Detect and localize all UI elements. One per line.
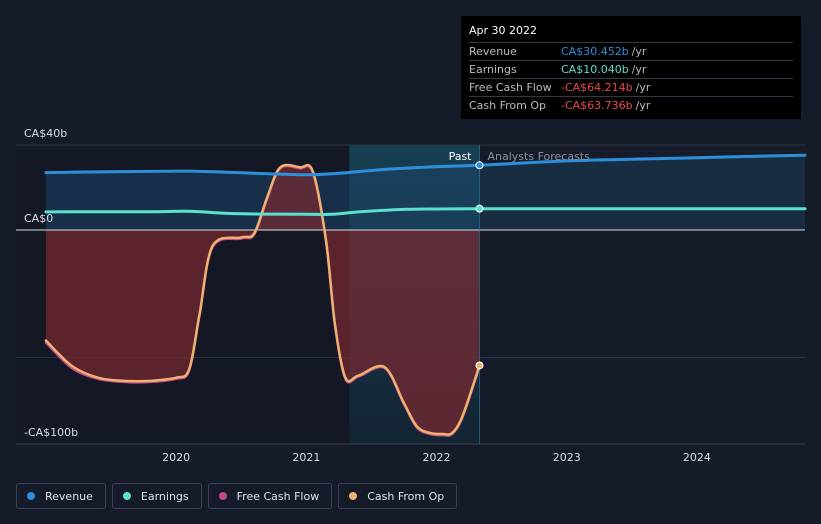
legend-label: Cash From Op (367, 489, 445, 503)
legend-label: Free Cash Flow (236, 489, 320, 503)
legend-label: Earnings (140, 489, 189, 503)
tooltip-unit: /yr (631, 63, 647, 76)
x-tick-label: 2020 (162, 451, 190, 464)
tooltip-panel: Apr 30 2022 Revenue CA$30.452b /yr Earni… (461, 16, 801, 119)
past-label: Past (449, 150, 473, 163)
legend-item-revenue[interactable]: Revenue (16, 483, 106, 509)
legend-label: Revenue (45, 489, 93, 503)
tooltip-unit: /yr (631, 45, 647, 58)
legend-dot-icon (349, 492, 358, 500)
y-tick-label: CA$0 (24, 212, 53, 225)
legend-item-free-cash-flow[interactable]: Free Cash Flow (207, 483, 333, 509)
legend-item-earnings[interactable]: Earnings (111, 483, 202, 509)
y-tick-label: -CA$100b (24, 426, 78, 439)
tooltip-row-earnings: Earnings CA$10.040b /yr (469, 60, 793, 78)
x-tick-label: 2021 (292, 451, 320, 464)
x-tick-label: 2023 (553, 451, 581, 464)
revenue-area (45, 165, 480, 230)
tooltip-unit: /yr (635, 99, 651, 112)
cash-from-op-line (44, 163, 481, 436)
earnings-line (44, 207, 481, 216)
legend-item-cash-from-op[interactable]: Cash From Op (338, 483, 458, 509)
cash-from-op-marker (475, 361, 484, 370)
tooltip-value: CA$30.452b (561, 45, 629, 58)
x-tick-label: 2022 (423, 451, 451, 464)
revenue-forecast-area (479, 155, 805, 230)
tooltip-label: Cash From Op (469, 99, 547, 112)
legend-dot-icon (27, 492, 35, 500)
tooltip-date: Apr 30 2022 (469, 24, 538, 37)
revenue-forecast-line (478, 153, 807, 167)
chart-legend: Revenue Earnings Free Cash Flow Cash Fro… (16, 483, 458, 509)
tooltip-row-revenue: Revenue CA$30.452b /yr (469, 42, 793, 60)
tooltip-label: Earnings (469, 63, 517, 76)
tooltip-label: Free Cash Flow (469, 81, 552, 94)
tooltip-label: Revenue (469, 45, 517, 58)
forecast-label: Analysts Forecasts (488, 150, 591, 163)
earnings-marker (475, 204, 484, 213)
tooltip-row-cash-from-op: Cash From Op -CA$63.736b /yr (469, 96, 793, 114)
tooltip-unit: /yr (635, 81, 651, 94)
tooltip-value: -CA$63.736b (561, 99, 633, 112)
x-tick-label: 2024 (683, 451, 711, 464)
revenue-line (44, 163, 481, 177)
legend-dot-icon (122, 492, 131, 500)
legend-dot-icon (218, 492, 227, 500)
tooltip-row-free-cash-flow: Free Cash Flow -CA$64.214b /yr (469, 78, 793, 96)
tooltip-value: CA$10.040b (561, 63, 629, 76)
revenue-marker (475, 161, 484, 170)
tooltip-value: -CA$64.214b (561, 81, 633, 94)
y-tick-label: CA$40b (24, 127, 67, 140)
